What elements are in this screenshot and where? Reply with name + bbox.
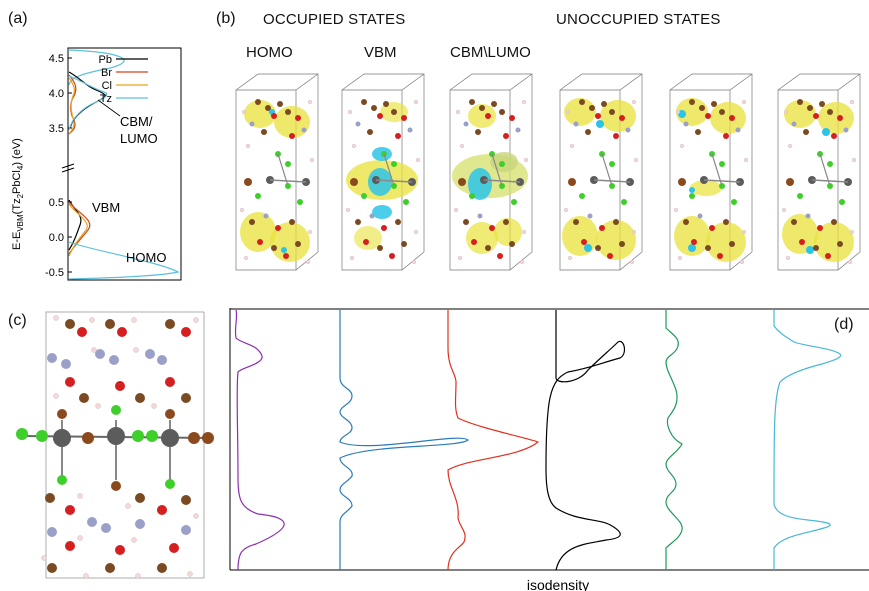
header-unoccupied-states: UNOCCUPIED STATES [556,11,721,28]
profile-purple [234,309,285,571]
profile-green [665,310,683,570]
profile-blue [339,310,469,570]
panel-label-b: (b) [216,10,236,27]
y-tick-label: -0.5 [45,267,64,279]
panel-label-c: (c) [8,312,27,329]
isosurface-unoccupied-2 [669,73,753,271]
unit-cell-outline [45,311,205,579]
y-tick-label: 4.0 [49,88,64,100]
axis-break-mark [61,167,75,173]
isosurface-unoccupied-3 [777,73,861,271]
annotation-cbm: CBM/ [120,114,153,129]
hydrogen-atoms [41,315,199,579]
dos-curve-cl-upper [68,77,75,135]
legend-label-cl: Cl [102,80,112,92]
dos-curve-tz-lower [68,241,180,280]
axis-break-mark [61,163,75,169]
molecule-layer-top [47,319,191,403]
subheader-cbm-lumo: CBM\LUMO [450,44,531,61]
x-axis-label-isodensity: isodensity [527,577,589,591]
y-axis-label: E-EVBM(Tz2PbCl4) (eV) [11,138,25,250]
header-occupied-states: OCCUPIED STATES [263,11,406,28]
isodensity-profiles: isodensity [229,308,869,591]
dos-curve-cl-lower [68,203,88,257]
subheader-homo: HOMO [246,44,293,61]
crystal-structure [16,311,214,579]
annotation-homo: HOMO [126,250,166,265]
y-tick-label: 3.5 [49,123,64,135]
cbm-pointer-line [97,99,121,117]
isosurface-cbm-lumo [449,73,533,271]
dos-plot: 4.5 4.0 3.5 0.5 0.0 -0.5 E-EVBM(Tz2PbCl4… [11,47,182,281]
y-tick-label: 0.5 [49,197,64,209]
profile-red [447,310,540,571]
legend-label-tz: Tz [100,93,112,105]
panel-label-d: (d) [834,316,854,333]
isosurface-vbm [341,73,425,271]
isosurface-homo [235,73,319,271]
dos-curve-tz-mid [68,75,108,131]
subheader-vbm: VBM [364,44,397,61]
legend-label-br: Br [101,67,112,79]
profile-cyan [773,310,842,570]
molecule-layer-bottom [45,493,191,573]
legend-label-pb: Pb [99,54,112,66]
dos-frame [67,47,182,281]
dos-legend: Pb Br Cl Tz [99,54,148,105]
y-tick-label: 0.0 [49,232,64,244]
isosurface-row [235,73,861,271]
y-tick-label: 4.5 [49,53,64,65]
annotation-vbm: VBM [92,200,120,215]
inorganic-chain [16,405,214,491]
isosurface-unoccupied-1 [559,73,643,271]
annotation-lumo: LUMO [120,131,158,146]
panel-label-a: (a) [8,10,28,27]
profile-black [545,310,626,571]
